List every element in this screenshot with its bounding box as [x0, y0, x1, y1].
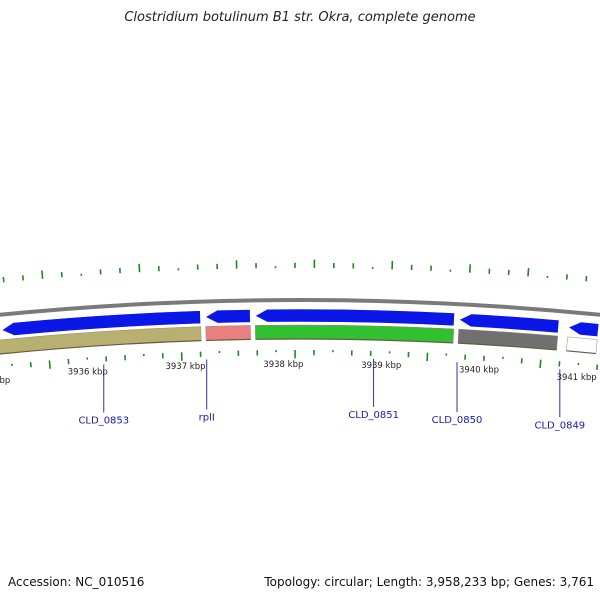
- scale-label-7: 3941 kbp: [557, 373, 597, 383]
- gc-skew-bar-44: [528, 268, 529, 276]
- scale-label-1: 3935 kbp: [0, 376, 10, 386]
- gene-label-5: CLD_0850: [432, 415, 483, 426]
- gene-block-4: [255, 325, 453, 343]
- scale-label-6: 3940 kbp: [459, 365, 499, 375]
- gene-label-4: CLD_0851: [348, 410, 399, 421]
- gc-content-bar-45: [540, 360, 541, 368]
- gene-label-3: rplI: [199, 412, 215, 423]
- genome-summary-text: Topology: circular; Length: 3,958,233 bp…: [264, 575, 594, 589]
- gene-label-6: CLD_0849: [534, 420, 585, 431]
- gene-block-5: [458, 329, 558, 350]
- accession-text: Accession: NC_010516: [8, 575, 144, 589]
- gc-skew-bar-19: [42, 270, 43, 278]
- page-title: Clostridium botulinum B1 str. Okra, comp…: [0, 10, 600, 25]
- cds-arrow-3: [205, 309, 250, 323]
- scale-label-2: 3936 kbp: [68, 368, 108, 378]
- scale-label-5: 3939 kbp: [361, 361, 401, 371]
- cds-arrow-6: [568, 322, 598, 337]
- scale-label-3: 3937 kbp: [165, 362, 205, 372]
- gene-block-3: [206, 325, 251, 340]
- cds-arrow-4: [255, 309, 454, 326]
- gene-label-2: CLD_0853: [78, 415, 129, 426]
- gc-content-bar-48: [597, 365, 598, 370]
- gc-content-bar-19: [49, 360, 50, 368]
- scale-label-4: 3938 kbp: [263, 360, 303, 370]
